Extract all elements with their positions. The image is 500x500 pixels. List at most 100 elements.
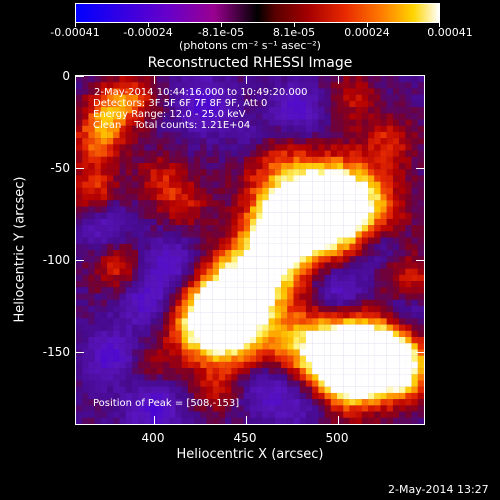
heatmap-cell bbox=[150, 144, 157, 151]
heatmap-cell bbox=[194, 150, 201, 157]
heatmap-cell bbox=[225, 200, 232, 207]
heatmap-cell bbox=[287, 268, 294, 275]
heatmap-cell bbox=[361, 368, 369, 375]
heatmap-cell bbox=[337, 218, 344, 226]
heatmap-cell bbox=[380, 312, 387, 319]
heatmap-cell bbox=[237, 187, 244, 195]
heatmap-cell bbox=[256, 150, 263, 157]
heatmap-cell bbox=[76, 281, 83, 288]
heatmap-cell bbox=[312, 76, 319, 83]
heatmap-cell bbox=[355, 324, 362, 331]
heatmap-cell bbox=[386, 82, 394, 89]
heatmap-cell bbox=[392, 355, 400, 362]
heatmap-cell bbox=[343, 218, 350, 226]
heatmap-cell bbox=[175, 113, 182, 120]
heatmap-cell bbox=[181, 417, 188, 424]
heatmap-cell bbox=[256, 94, 263, 101]
heatmap-cell bbox=[125, 218, 133, 226]
heatmap-cell bbox=[355, 225, 362, 232]
heatmap-cell bbox=[206, 349, 213, 356]
heatmap-cell bbox=[163, 355, 170, 362]
heatmap-cell bbox=[107, 181, 114, 188]
heatmap-cell bbox=[318, 374, 325, 381]
heatmap-cell bbox=[243, 411, 251, 418]
heatmap-cell bbox=[305, 337, 313, 344]
heatmap-cell bbox=[281, 113, 288, 120]
heatmap-cell bbox=[225, 337, 232, 344]
heatmap-cell bbox=[268, 361, 275, 369]
heatmap-cell bbox=[287, 312, 294, 319]
heatmap-cell bbox=[368, 131, 375, 139]
heatmap-cell bbox=[361, 330, 369, 338]
x-tick bbox=[338, 416, 339, 424]
heatmap-cell bbox=[150, 268, 157, 275]
heatmap-cell bbox=[82, 169, 89, 176]
heatmap-cell bbox=[212, 144, 220, 151]
heatmap-cell bbox=[107, 274, 114, 282]
heatmap-cell bbox=[225, 181, 232, 188]
heatmap-cell bbox=[163, 349, 170, 356]
heatmap-cell bbox=[274, 187, 282, 195]
heatmap-cell bbox=[312, 281, 319, 288]
heatmap-cell bbox=[187, 237, 195, 244]
heatmap-cell bbox=[113, 200, 120, 207]
heatmap-cell bbox=[144, 150, 151, 157]
heatmap-cell bbox=[107, 411, 114, 418]
heatmap-cell bbox=[237, 125, 244, 133]
heatmap-cell bbox=[343, 274, 350, 282]
heatmap-cell bbox=[100, 119, 108, 126]
heatmap-cell bbox=[169, 324, 176, 331]
heatmap-cell bbox=[349, 243, 356, 251]
heatmap-cell bbox=[349, 225, 356, 232]
heatmap-cell bbox=[94, 243, 101, 251]
heatmap-cell bbox=[82, 256, 89, 263]
heatmap-cell bbox=[94, 100, 101, 108]
heatmap-cell bbox=[349, 330, 356, 338]
heatmap-cell bbox=[324, 107, 331, 114]
heatmap-cell bbox=[262, 119, 269, 126]
heatmap-cell bbox=[187, 337, 195, 344]
heatmap-cell bbox=[231, 268, 238, 275]
heatmap-cell bbox=[349, 218, 356, 226]
heatmap-cell bbox=[343, 131, 350, 139]
heatmap-cell bbox=[405, 100, 412, 108]
heatmap-cell bbox=[349, 100, 356, 108]
heatmap-cell bbox=[88, 206, 95, 213]
heatmap-cell bbox=[163, 218, 170, 226]
heatmap-cell bbox=[225, 243, 232, 251]
heatmap-cell bbox=[380, 287, 387, 294]
heatmap-cell bbox=[243, 125, 251, 133]
heatmap-cell bbox=[94, 144, 101, 151]
heatmap-cell bbox=[243, 380, 251, 387]
heatmap-cell bbox=[324, 225, 331, 232]
heatmap-cell bbox=[138, 417, 145, 424]
heatmap-cell bbox=[218, 88, 226, 95]
heatmap-cell bbox=[131, 268, 139, 275]
heatmap-cell bbox=[218, 150, 226, 157]
heatmap-cell bbox=[318, 218, 325, 226]
heatmap-cell bbox=[355, 88, 362, 95]
heatmap-cell bbox=[156, 312, 164, 319]
heatmap-cell bbox=[318, 175, 325, 182]
heatmap-cell bbox=[107, 299, 114, 307]
heatmap-cell bbox=[299, 256, 307, 263]
heatmap-cell bbox=[281, 212, 288, 220]
heatmap-cell bbox=[268, 312, 275, 319]
heatmap-cell bbox=[82, 156, 89, 164]
heatmap-cell bbox=[131, 194, 139, 201]
heatmap-cell bbox=[361, 113, 369, 120]
heatmap-cell bbox=[318, 88, 325, 95]
heatmap-cell bbox=[243, 268, 251, 275]
heatmap-cell bbox=[144, 218, 151, 226]
heatmap-cell bbox=[163, 361, 170, 369]
heatmap-cell bbox=[212, 169, 220, 176]
heatmap-cell bbox=[231, 76, 238, 83]
heatmap-cell bbox=[100, 194, 108, 201]
heatmap-cell bbox=[187, 206, 195, 213]
heatmap-cell bbox=[386, 94, 394, 101]
heatmap-cell bbox=[138, 181, 145, 188]
heatmap-cell bbox=[274, 337, 282, 344]
heatmap-cell bbox=[374, 88, 381, 95]
heatmap-cell bbox=[212, 330, 220, 338]
heatmap-cell bbox=[368, 107, 375, 114]
